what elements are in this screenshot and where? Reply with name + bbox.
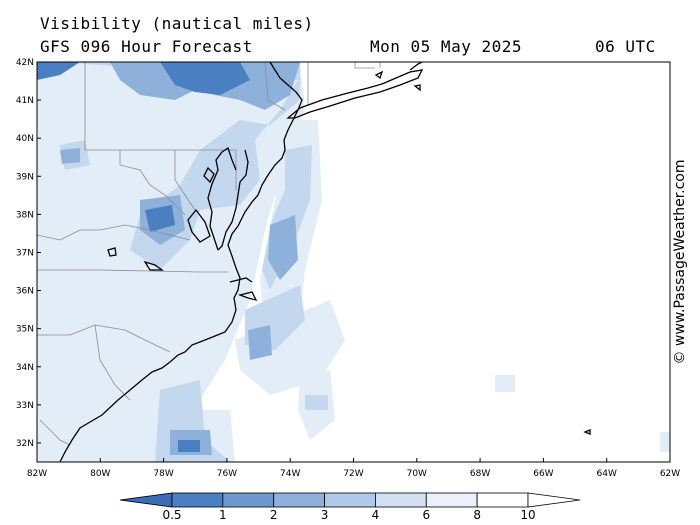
colorbar-label: 0.5 (162, 508, 181, 522)
colorbar-label: 2 (270, 508, 278, 522)
lon-tick-label: 62W (660, 469, 680, 479)
lon-tick-label: 74W (280, 469, 300, 479)
lon-tick-label: 70W (407, 469, 427, 479)
colorbar-segment (324, 492, 376, 508)
colorbar-segment (222, 492, 275, 508)
lat-tick-label: 32N (16, 439, 34, 449)
colorbar-label: 8 (473, 508, 481, 522)
latitude-ticks: 42N 41N 40N 39N 38N 37N 36N 35N 34N 33N 32N (16, 58, 41, 449)
forecast-date: Mon 05 May 2025 (370, 37, 522, 56)
lon-tick-label: 64W (597, 469, 617, 479)
forecast-time: 06 UTC (595, 37, 656, 56)
lat-tick-label: 33N (16, 401, 34, 411)
colorbar-segment (425, 492, 478, 508)
lat-tick-label: 39N (16, 172, 34, 182)
coastline (59, 62, 591, 462)
lon-tick-label: 72W (343, 469, 363, 479)
lon-tick-label: 80W (90, 469, 110, 479)
colorbar-label: 1 (219, 508, 227, 522)
colorbar-label: 6 (422, 508, 430, 522)
lat-tick-label: 34N (16, 363, 34, 373)
lon-tick-label: 82W (27, 469, 47, 479)
lat-tick-label: 41N (16, 96, 34, 106)
lat-tick-label: 38N (16, 210, 34, 220)
visibility-shading (37, 62, 670, 462)
lat-tick-label: 35N (16, 325, 34, 335)
colorbar-label: 10 (520, 508, 535, 522)
visibility-colorbar: 0.5 1 2 3 4 6 8 10 (119, 492, 581, 522)
colorbar-segment (375, 492, 427, 508)
lat-tick-label: 40N (16, 134, 34, 144)
model-forecast-label: GFS 096 Hour Forecast (40, 37, 253, 56)
lon-tick-label: 78W (153, 469, 173, 479)
lat-tick-label: 37N (16, 248, 34, 258)
colorbar-segment (273, 492, 325, 508)
longitude-ticks: 82W 80W 78W 76W 74W 72W 70W 68W 66W 64W 62W (27, 458, 680, 479)
colorbar-high-extension (527, 492, 581, 508)
colorbar-low-extension (119, 492, 173, 508)
colorbar-label: 4 (372, 508, 380, 522)
colorbar-segment (476, 492, 529, 508)
lon-tick-label: 76W (217, 469, 237, 479)
chart-title: Visibility (nautical miles) (40, 14, 314, 33)
lat-tick-label: 42N (16, 58, 34, 68)
lat-tick-label: 36N (16, 287, 34, 297)
colorbar-label: 3 (321, 508, 329, 522)
lon-tick-label: 66W (533, 469, 553, 479)
lon-tick-label: 68W (470, 469, 490, 479)
colorbar-segment (171, 492, 224, 508)
